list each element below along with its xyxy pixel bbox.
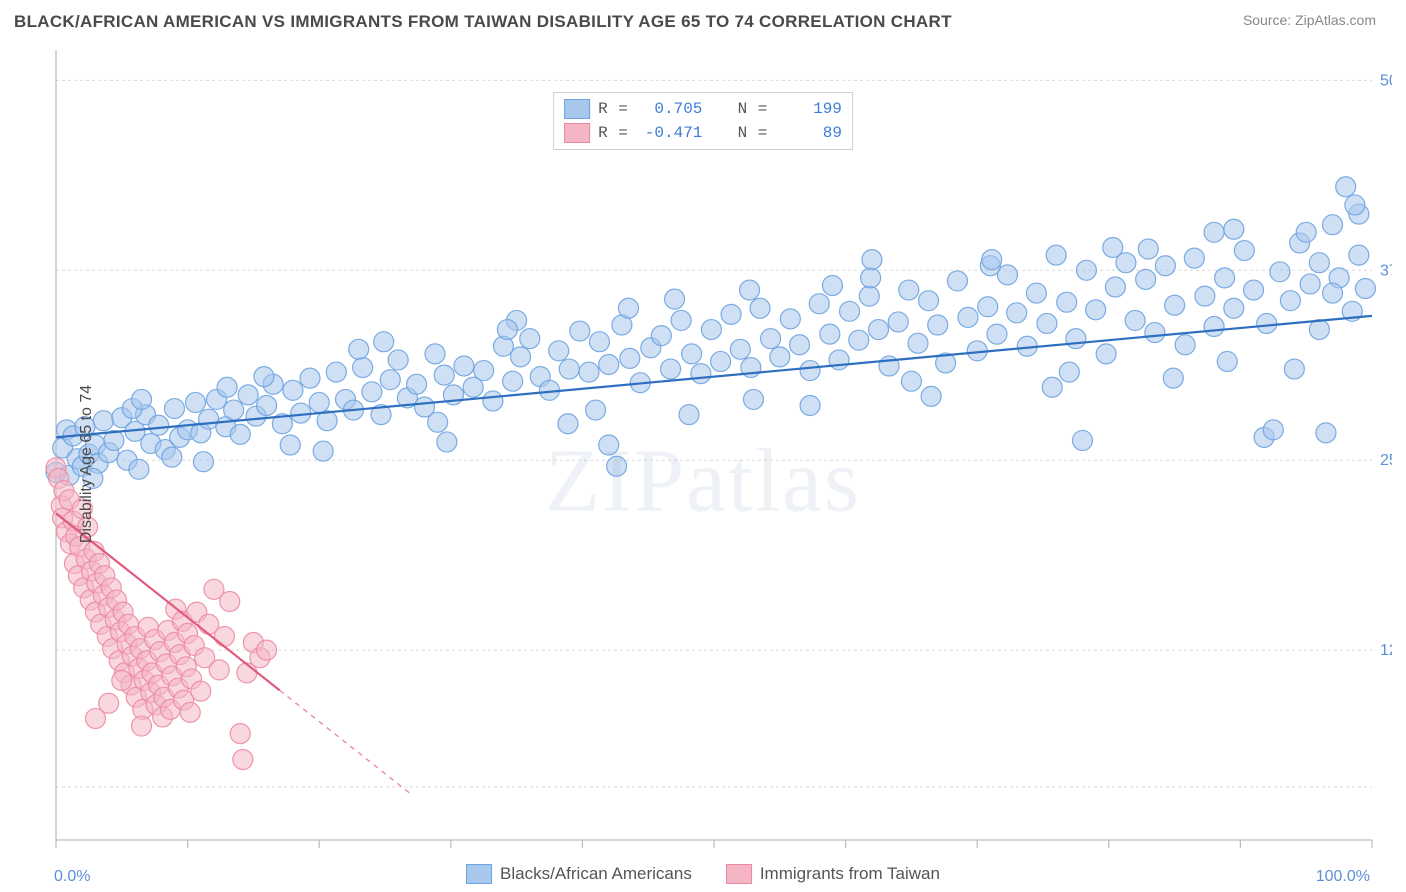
legend-swatch bbox=[564, 123, 590, 143]
x-axis-max-label: 100.0% bbox=[1316, 868, 1370, 886]
n-value: 199 bbox=[776, 100, 842, 118]
bottom-legend-item: Immigrants from Taiwan bbox=[726, 864, 940, 884]
source-link[interactable]: ZipAtlas.com bbox=[1295, 12, 1376, 28]
legend-swatch bbox=[466, 864, 492, 884]
header: BLACK/AFRICAN AMERICAN VS IMMIGRANTS FRO… bbox=[0, 0, 1406, 32]
chart-title: BLACK/AFRICAN AMERICAN VS IMMIGRANTS FRO… bbox=[14, 12, 952, 32]
legend-swatch bbox=[564, 99, 590, 119]
r-label: R = bbox=[598, 124, 628, 142]
legend-swatch bbox=[726, 864, 752, 884]
n-label: N = bbox=[738, 124, 768, 142]
y-axis-title: Disability Age 65 to 74 bbox=[78, 385, 96, 543]
r-label: R = bbox=[598, 100, 628, 118]
n-label: N = bbox=[738, 100, 768, 118]
bottom-legend: Blacks/African Americans Immigrants from… bbox=[466, 864, 940, 884]
svg-text:12.5%: 12.5% bbox=[1380, 642, 1392, 659]
corr-legend-row: R = 0.705 N = 199 bbox=[564, 97, 842, 121]
legend-label: Blacks/African Americans bbox=[500, 864, 692, 884]
source-credit: Source: ZipAtlas.com bbox=[1243, 12, 1376, 28]
svg-text:25.0%: 25.0% bbox=[1380, 452, 1392, 469]
legend-label: Immigrants from Taiwan bbox=[760, 864, 940, 884]
r-value: -0.471 bbox=[636, 124, 702, 142]
source-prefix: Source: bbox=[1243, 12, 1295, 28]
x-axis-min-label: 0.0% bbox=[54, 868, 90, 886]
chart-area: Disability Age 65 to 74 ZIPatlas R = 0.7… bbox=[14, 44, 1392, 884]
bottom-legend-item: Blacks/African Americans bbox=[466, 864, 692, 884]
corr-legend-row: R = -0.471 N = 89 bbox=[564, 121, 842, 145]
n-value: 89 bbox=[776, 124, 842, 142]
r-value: 0.705 bbox=[636, 100, 702, 118]
correlation-legend: R = 0.705 N = 199 R = -0.471 N = 89 bbox=[553, 92, 853, 150]
scatter-plot-svg: 12.5% 25.0% 37.5% 50.0% bbox=[14, 44, 1392, 884]
svg-text:50.0%: 50.0% bbox=[1380, 72, 1392, 89]
svg-text:37.5%: 37.5% bbox=[1380, 262, 1392, 279]
